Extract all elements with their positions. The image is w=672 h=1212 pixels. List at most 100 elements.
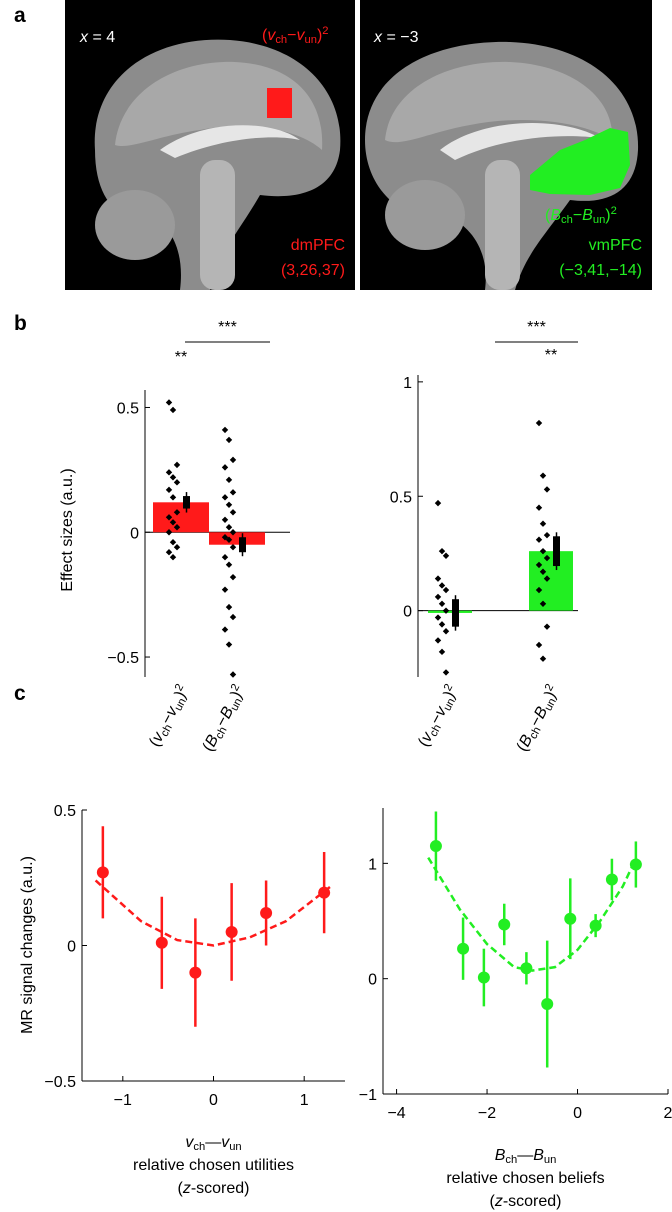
text-part: un	[544, 1154, 556, 1166]
data-point	[429, 840, 442, 853]
data-point	[535, 641, 543, 649]
text-part: (	[489, 1193, 495, 1210]
text-part: relative chosen beliefs	[446, 1170, 604, 1187]
x-axis-label: relative chosen beliefs	[446, 1170, 604, 1187]
data-point	[229, 613, 237, 621]
bar	[529, 551, 573, 611]
text-part: )	[605, 207, 610, 224]
data-point	[543, 575, 551, 582]
slice-label: x = −3	[373, 29, 419, 46]
cerebellum	[385, 180, 465, 250]
text-part: ch	[527, 725, 543, 741]
text-part: 2	[442, 682, 456, 693]
x-tick-label: 2	[664, 1105, 672, 1122]
text-part: un	[441, 696, 457, 713]
x-axis-label: (z-scored)	[489, 1193, 561, 1210]
data-point	[539, 655, 547, 662]
text-part: un	[172, 696, 188, 713]
data-point	[229, 509, 237, 516]
y-tick-label: 0	[130, 525, 139, 542]
text-part: )	[317, 27, 322, 44]
text-part: z	[182, 1180, 191, 1197]
data-point	[442, 669, 450, 676]
brainstem	[485, 160, 520, 290]
text-part: v	[297, 27, 306, 44]
text-part: (	[177, 1180, 183, 1197]
text-part: ch	[213, 725, 229, 741]
y-tick-label: −1	[359, 1087, 377, 1104]
data-point	[221, 516, 229, 523]
contrast-label: (vch−vun)2	[262, 25, 329, 45]
data-point	[541, 998, 554, 1011]
data-point	[173, 509, 181, 516]
text-part: ch	[561, 214, 573, 226]
data-point	[165, 469, 173, 476]
data-point	[221, 586, 229, 593]
x-axis-label: vch—vun	[185, 1134, 241, 1153]
data-point	[605, 873, 618, 886]
data-point	[543, 486, 551, 493]
brain-right	[360, 0, 652, 290]
brain-left	[65, 0, 355, 290]
fit-curve	[427, 856, 638, 972]
category-label: (vch−vun)2	[414, 682, 463, 750]
text-part: B	[533, 1147, 544, 1164]
data-point	[434, 575, 442, 582]
data-point	[155, 936, 168, 949]
panel-label: a	[14, 4, 26, 27]
data-point	[169, 554, 177, 561]
x-tick-label: −4	[387, 1105, 405, 1122]
slice-label: x = 4	[79, 29, 115, 46]
data-point	[543, 623, 551, 630]
text-part: 2	[543, 682, 557, 693]
data-point	[438, 600, 446, 607]
data-point	[169, 474, 177, 481]
x-tick-label: 0	[573, 1105, 582, 1122]
data-point	[221, 494, 229, 501]
data-point	[520, 962, 533, 975]
data-point	[225, 536, 233, 543]
data-point	[539, 472, 547, 479]
data-point	[539, 600, 547, 607]
text-part: (	[545, 207, 551, 224]
data-point	[221, 554, 229, 561]
panel-label: c	[14, 682, 26, 705]
text-part: B	[550, 207, 561, 224]
data-point	[229, 489, 237, 496]
text-part: ch	[159, 723, 175, 739]
data-point	[438, 621, 446, 628]
data-point	[169, 406, 177, 414]
text-part: —	[205, 1134, 221, 1151]
text-part: = −3	[382, 29, 419, 46]
text-part: = 4	[88, 29, 115, 46]
data-point	[229, 573, 237, 581]
data-point	[498, 918, 511, 931]
region-label: vmPFC	[589, 237, 642, 254]
text-part: B	[582, 207, 593, 224]
data-point	[442, 552, 450, 559]
corpus-callosum	[440, 122, 600, 160]
data-point	[225, 603, 233, 611]
data-point	[221, 464, 229, 471]
coordinates-label: (3,26,37)	[281, 262, 345, 279]
corpus-callosum	[160, 125, 300, 158]
data-point	[260, 906, 273, 919]
y-axis-label: MR signal changes (a.u.)	[19, 856, 36, 1034]
data-point	[457, 942, 470, 955]
data-point	[477, 971, 490, 984]
x-axis-label: relative chosen utilities	[133, 1157, 294, 1174]
category-label: (vch−vun)2	[145, 682, 194, 750]
y-tick-label: 1	[368, 856, 377, 873]
y-tick-label: 0.5	[54, 803, 76, 820]
x-axis-label: Bch—Bun	[495, 1147, 557, 1166]
data-point	[169, 519, 177, 526]
cortex	[385, 61, 613, 143]
data-point	[225, 524, 233, 531]
x-tick-label: −1	[114, 1092, 132, 1109]
data-point	[535, 586, 543, 594]
data-point	[165, 486, 173, 494]
category-label: (Bch−Bun)2	[198, 682, 250, 755]
panel-label: b	[14, 312, 27, 335]
data-point	[564, 912, 577, 925]
